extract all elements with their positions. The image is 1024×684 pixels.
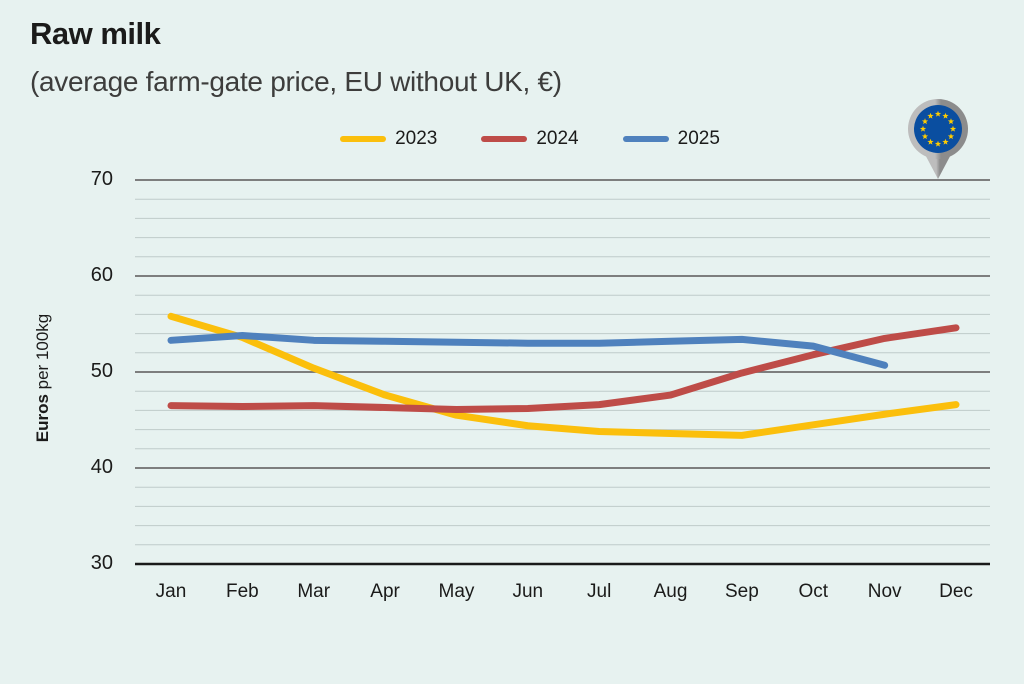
series-line-2025 bbox=[167, 332, 889, 369]
legend-label: 2023 bbox=[395, 128, 438, 149]
y-axis-title-bold: Euros bbox=[33, 394, 52, 443]
eu-flag-star-icon bbox=[942, 138, 949, 145]
x-tick-label-oct: Oct bbox=[798, 581, 829, 602]
y-tick-label-30: 30 bbox=[90, 552, 113, 574]
eu-flag-star-icon bbox=[921, 118, 929, 125]
page-title: Raw milk bbox=[30, 16, 161, 51]
x-tick-label-jan: Jan bbox=[155, 581, 187, 602]
x-tick-label-jun: Jun bbox=[512, 581, 544, 602]
legend-label: 2024 bbox=[536, 128, 579, 149]
legend-item-2023: 2023 bbox=[340, 128, 437, 150]
series-line-2023 bbox=[167, 312, 960, 439]
eu-flag-star-icon bbox=[927, 112, 934, 119]
eu-flag-star-icon bbox=[927, 138, 934, 145]
y-tick-label-70: 70 bbox=[90, 168, 113, 190]
x-tick-label-nov: Nov bbox=[867, 581, 902, 602]
page-subtitle: (average farm-gate price, EU without UK,… bbox=[30, 66, 562, 97]
y-tick-label-50: 50 bbox=[90, 360, 113, 382]
eu-location-pin-icon bbox=[908, 99, 968, 179]
y-tick-label-40: 40 bbox=[90, 456, 113, 478]
x-tick-label-apr: Apr bbox=[370, 581, 400, 602]
eu-flag-star-icon bbox=[942, 112, 949, 119]
y-axis-title: Euros per 100kg bbox=[33, 314, 53, 443]
eu-flag-star-icon bbox=[921, 133, 929, 140]
eu-flag-star-icon bbox=[934, 110, 942, 117]
x-tick-label-may: May bbox=[438, 581, 475, 602]
legend-item-2024: 2024 bbox=[481, 128, 579, 150]
eu-flag-star-icon bbox=[919, 125, 927, 132]
legend-swatch-2025-icon bbox=[622, 136, 669, 142]
y-tick-label-60: 60 bbox=[90, 264, 113, 286]
x-tick-label-sep: Sep bbox=[725, 581, 759, 602]
legend-item-2025: 2025 bbox=[622, 128, 720, 150]
x-tick-label-mar: Mar bbox=[297, 581, 331, 602]
x-tick-label-feb: Feb bbox=[225, 581, 259, 602]
eu-flag-star-icon bbox=[934, 140, 942, 147]
chart-legend: 2023 2024 2025 bbox=[140, 126, 920, 152]
legend-swatch-2024-icon bbox=[481, 136, 528, 142]
x-tick-label-jul: Jul bbox=[587, 581, 612, 602]
eu-flag-star-icon bbox=[947, 118, 955, 125]
eu-flag-star-icon bbox=[947, 133, 955, 140]
x-tick-label-dec: Dec bbox=[939, 581, 973, 602]
legend-swatch-2023-icon bbox=[340, 136, 387, 142]
x-tick-label-aug: Aug bbox=[653, 581, 688, 602]
eu-flag-star-icon bbox=[949, 125, 957, 132]
legend-label: 2025 bbox=[677, 128, 720, 149]
y-axis-title-rest: per 100kg bbox=[33, 313, 52, 395]
